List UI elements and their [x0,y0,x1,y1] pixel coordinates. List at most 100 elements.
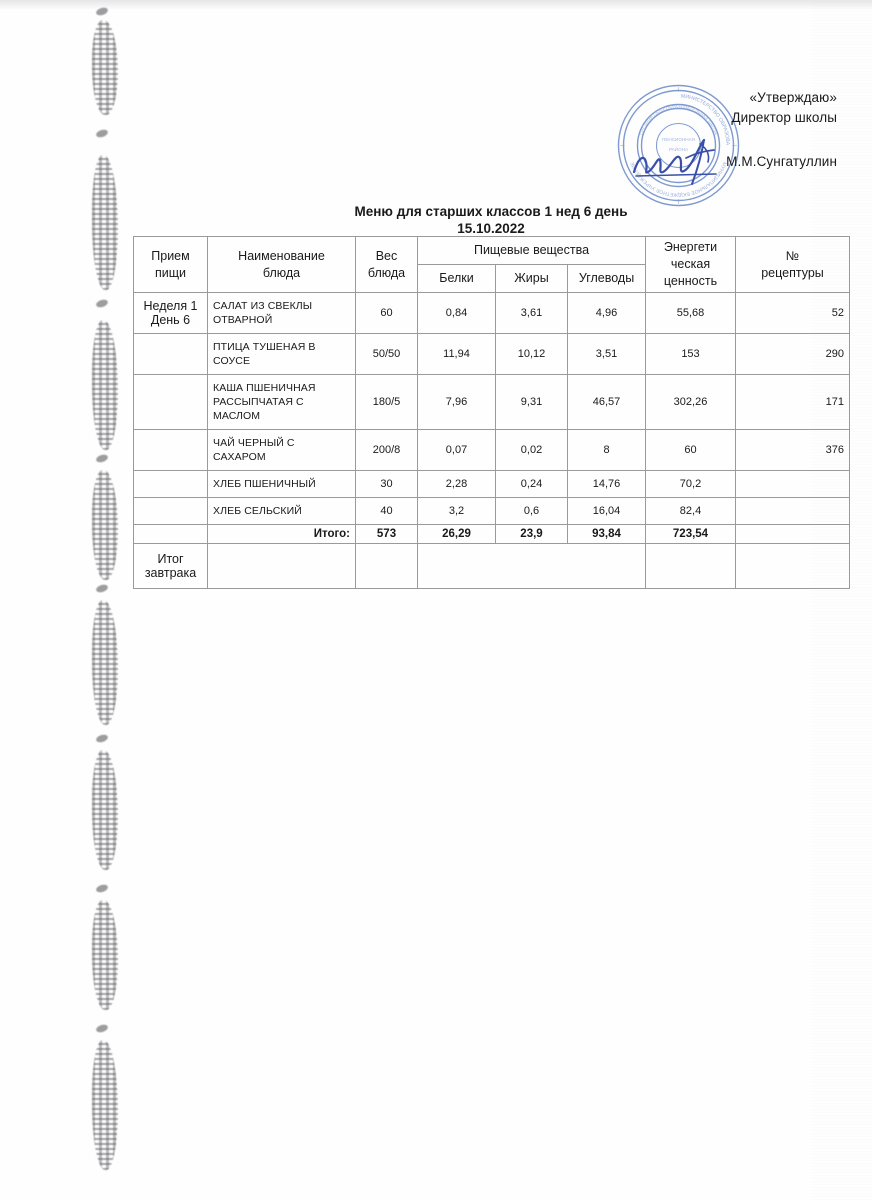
cell-weight: 60 [355,292,418,334]
cell-energy: 55,68 [645,292,736,334]
menu-table-container: Прием пищи Наименование блюда Вес блюда … [133,236,850,589]
scan-artifact-right [812,0,872,1200]
cell-carbs: 3,51 [567,333,646,375]
footer-cell-recipe [735,543,850,589]
menu-table: Прием пищи Наименование блюда Вес блюда … [133,236,850,589]
col-header-energy-l1: Энергети [663,240,718,254]
col-header-weight: Вес блюда [355,236,418,293]
table-row: ЧАЙ ЧЕРНЫЙ С САХАРОМ 200/8 0,07 0,02 8 6… [133,429,850,471]
cell-carbs: 46,57 [567,374,646,430]
table-header-row-2: Белки Жиры Углеводы [134,264,850,293]
cell-fats: 10,12 [495,333,568,375]
footer-cell-nutrients [417,543,646,589]
cell-recipe: 171 [735,374,850,430]
cell-proteins: 11,94 [417,333,496,375]
cell-energy: 70,2 [645,470,736,498]
scan-artifact-left-strip [92,0,126,1200]
cell-recipe: 52 [735,292,850,334]
cell-dish: ЧАЙ ЧЕРНЫЙ С САХАРОМ [207,429,356,471]
cell-weight: 30 [355,470,418,498]
footer-cell-dish [207,543,356,589]
table-row: ХЛЕБ СЕЛЬСКИЙ 40 3,2 0,6 16,04 82,4 [133,497,850,525]
total-label: Итого: [207,524,356,544]
footer-label-l1: Итог [157,552,184,566]
cell-recipe [735,470,850,498]
total-weight: 573 [355,524,418,544]
cell-dish: САЛАТ ИЗ СВЕКЛЫ ОТВАРНОЙ [207,292,356,334]
total-energy: 723,54 [645,524,736,544]
cell-energy: 302,26 [645,374,736,430]
cell-proteins: 0,07 [417,429,496,471]
col-header-proteins: Белки [417,264,496,293]
total-recipe [735,524,850,544]
cell-fats: 0,02 [495,429,568,471]
cell-fats: 9,31 [495,374,568,430]
cell-recipe: 376 [735,429,850,471]
col-header-recipe-l2: рецептуры [761,265,824,280]
scan-artifact-top [0,0,872,10]
col-header-weight-l1: Вес [375,248,398,263]
cell-energy: 60 [645,429,736,471]
cell-meal [133,497,208,525]
cell-carbs: 16,04 [567,497,646,525]
col-header-weight-l2: блюда [367,265,406,280]
approval-position: Директор школы [731,110,837,125]
total-proteins: 26,29 [417,524,496,544]
cell-meal [133,470,208,498]
cell-dish: КАША ПШЕНИЧНАЯ РАССЫПЧАТАЯ С МАСЛОМ [207,374,356,430]
cell-carbs: 8 [567,429,646,471]
cell-meal: Неделя 1 День 6 [133,292,208,334]
footer-label-l2: завтрака [144,566,197,580]
approval-utverzhdayu: «Утверждаю» [749,90,837,105]
footer-cell-energy [645,543,736,589]
col-header-recipe: № рецептуры [735,236,850,293]
col-header-energy-l3: ценность [663,274,718,288]
col-header-meal: Прием пищи [133,236,208,293]
col-header-carbs: Углеводы [567,264,646,293]
col-header-dish-l2: блюда [262,265,301,280]
col-header-recipe-l1: № [785,248,800,263]
footer-label: Итог завтрака [133,543,208,589]
total-carbs: 93,84 [567,524,646,544]
footer-cell-weight [355,543,418,589]
cell-energy: 82,4 [645,497,736,525]
cell-proteins: 2,28 [417,470,496,498]
cell-weight: 40 [355,497,418,525]
cell-proteins: 0,84 [417,292,496,334]
table-row: Неделя 1 День 6 САЛАТ ИЗ СВЕКЛЫ ОТВАРНОЙ… [133,292,850,334]
cell-fats: 0,6 [495,497,568,525]
cell-energy: 153 [645,333,736,375]
table-row: ПТИЦА ТУШЕНАЯ В СОУСЕ 50/50 11,94 10,12 … [133,333,850,375]
cell-recipe [735,497,850,525]
title-line-1: Меню для старших классов 1 нед 6 день [354,204,628,219]
approval-director-name: М.М.Сунгатуллин [726,154,837,169]
table-row: КАША ПШЕНИЧНАЯ РАССЫПЧАТАЯ С МАСЛОМ 180/… [133,374,850,430]
cell-fats: 3,61 [495,292,568,334]
cell-meal-l1: Неделя 1 [143,299,198,313]
approval-block: «Утверждаю» Директор школы М.М.Сунгатулл… [557,88,837,172]
table-footer-row: Итог завтрака [133,543,850,589]
cell-meal [133,374,208,430]
cell-weight: 200/8 [355,429,418,471]
col-header-meal-l2: пищи [154,265,187,280]
col-header-meal-l1: Прием [151,248,190,263]
cell-proteins: 7,96 [417,374,496,430]
col-header-energy-l2: ческая [670,257,711,271]
cell-fats: 0,24 [495,470,568,498]
cell-meal-empty [133,524,208,544]
cell-dish: ПТИЦА ТУШЕНАЯ В СОУСЕ [207,333,356,375]
col-header-fats: Жиры [495,264,568,293]
table-header-row-1: Прием пищи Наименование блюда Вес блюда … [133,236,850,293]
cell-dish: ХЛЕБ ПШЕНИЧНЫЙ [207,470,356,498]
cell-weight: 50/50 [355,333,418,375]
cell-meal [133,429,208,471]
cell-dish: ХЛЕБ СЕЛЬСКИЙ [207,497,356,525]
title-line-2: 15.10.2022 [457,221,525,236]
col-header-dish-l1: Наименование [238,248,325,263]
total-fats: 23,9 [495,524,568,544]
col-header-dish: Наименование блюда [207,236,356,293]
col-header-energy: Энергети ческая ценность [645,236,736,293]
col-header-nutrients: Пищевые вещества [417,236,646,265]
cell-recipe: 290 [735,333,850,375]
